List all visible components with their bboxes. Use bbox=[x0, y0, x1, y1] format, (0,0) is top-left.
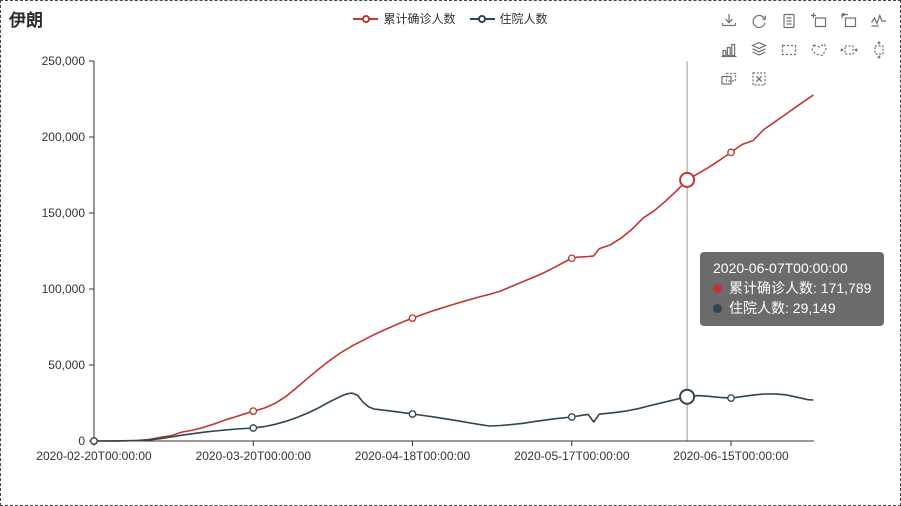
highlighted-point-0[interactable] bbox=[679, 171, 696, 188]
series-line-1[interactable] bbox=[93, 392, 814, 442]
zoom-back-icon bbox=[840, 12, 857, 28]
refresh-icon bbox=[752, 14, 766, 29]
x-axis-label: 2020-05-17T00:00:00 bbox=[514, 449, 630, 463]
magic-type-stack-button[interactable] bbox=[747, 38, 771, 62]
lasso-select-icon bbox=[811, 43, 827, 57]
data-point-marker-0[interactable] bbox=[567, 254, 576, 263]
save-as-image-button[interactable] bbox=[717, 9, 741, 33]
highlighted-point-1[interactable] bbox=[679, 388, 696, 405]
brush-clear-button[interactable] bbox=[747, 67, 771, 91]
x-axis-label: 2020-02-20T00:00:00 bbox=[36, 449, 152, 463]
zoom-box-icon bbox=[811, 13, 827, 28]
series-line-0[interactable] bbox=[94, 94, 814, 442]
y-axis-label: 250,000 bbox=[42, 54, 86, 68]
line-chart-icon bbox=[871, 13, 886, 27]
stack-layers-icon bbox=[751, 41, 767, 56]
legend-item-hospitalized[interactable]: 住院人数 bbox=[469, 10, 548, 27]
rect-select-icon bbox=[781, 44, 797, 56]
data-zoom-reset-button[interactable] bbox=[837, 9, 861, 33]
y-axis-label: 200,000 bbox=[42, 130, 86, 144]
magic-type-bar-button[interactable] bbox=[717, 38, 741, 62]
legend-label: 累计确诊人数 bbox=[383, 12, 456, 26]
data-point-marker-0[interactable] bbox=[727, 148, 735, 157]
data-view-button[interactable] bbox=[777, 9, 801, 33]
data-point-marker-0[interactable] bbox=[408, 314, 417, 322]
y-axis-label: 100,000 bbox=[42, 282, 86, 296]
restore-button[interactable] bbox=[747, 9, 771, 33]
brush-polygon-button[interactable] bbox=[807, 38, 831, 62]
data-point-marker-1[interactable] bbox=[408, 410, 417, 418]
bar-chart-icon bbox=[721, 43, 737, 58]
horizontal-select-icon bbox=[840, 45, 858, 55]
data-point-marker-1[interactable] bbox=[90, 437, 98, 445]
legend: 累计确诊人数 住院人数 bbox=[1, 10, 900, 27]
brush-line-y-button[interactable] bbox=[867, 38, 891, 62]
vertical-select-icon bbox=[874, 41, 884, 59]
y-axis-label: 50,000 bbox=[48, 358, 85, 372]
legend-line-circle-icon bbox=[353, 13, 379, 25]
y-axis-label: 150,000 bbox=[42, 206, 86, 220]
x-axis-label: 2020-06-15T00:00:00 bbox=[673, 449, 789, 463]
data-point-marker-0[interactable] bbox=[249, 407, 258, 415]
data-zoom-button[interactable] bbox=[807, 9, 831, 33]
data-point-marker-1[interactable] bbox=[727, 394, 735, 402]
legend-label: 住院人数 bbox=[499, 12, 548, 26]
x-axis-label: 2020-04-18T00:00:00 bbox=[355, 449, 471, 463]
download-icon bbox=[721, 14, 737, 27]
y-axis-label: 0 bbox=[78, 434, 85, 448]
clear-selection-icon bbox=[752, 72, 766, 86]
magic-type-line-button[interactable] bbox=[867, 9, 891, 33]
legend-circle bbox=[361, 14, 370, 23]
legend-circle bbox=[478, 14, 486, 23]
keep-selection-icon bbox=[721, 72, 737, 85]
legend-item-cumulative-confirmed[interactable]: 累计确诊人数 bbox=[353, 10, 456, 27]
brush-line-x-button[interactable] bbox=[837, 38, 861, 62]
brush-keep-button[interactable] bbox=[717, 67, 741, 91]
chart-title: 伊朗 bbox=[9, 11, 43, 30]
document-icon bbox=[783, 13, 795, 29]
toolbox bbox=[714, 9, 894, 91]
brush-rect-button[interactable] bbox=[777, 38, 801, 62]
data-point-marker-1[interactable] bbox=[249, 424, 258, 432]
x-axis-label: 2020-03-20T00:00:00 bbox=[196, 449, 312, 463]
legend-line-circle-icon bbox=[469, 13, 495, 25]
data-point-marker-1[interactable] bbox=[567, 413, 576, 421]
